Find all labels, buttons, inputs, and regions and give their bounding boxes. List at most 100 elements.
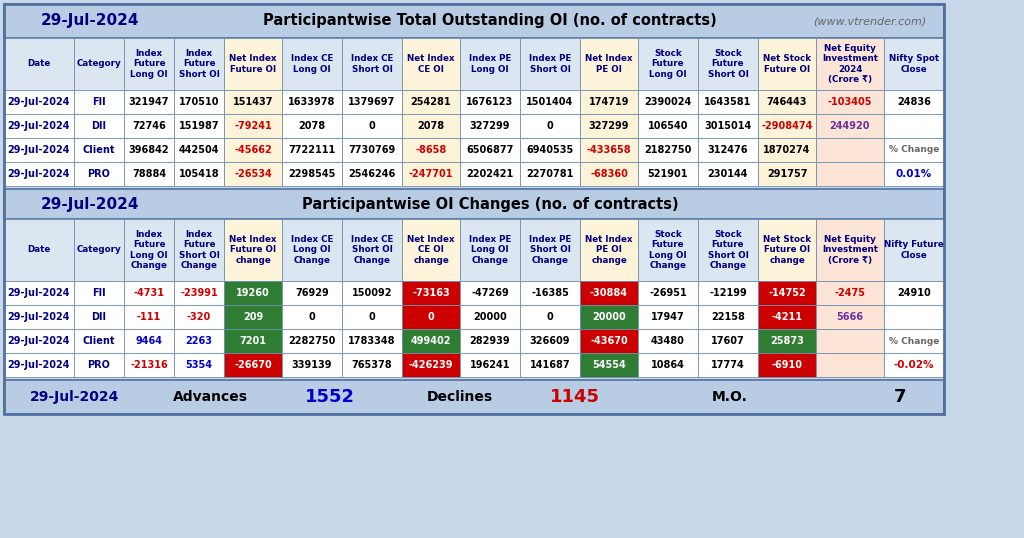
Bar — [758, 114, 816, 138]
Text: 326609: 326609 — [529, 336, 570, 346]
Bar — [638, 38, 698, 90]
Bar — [816, 329, 884, 353]
Text: 254281: 254281 — [411, 97, 452, 107]
Text: 230144: 230144 — [708, 169, 749, 179]
Bar — [460, 219, 520, 281]
Bar — [758, 281, 816, 305]
Text: FII: FII — [92, 97, 105, 107]
Text: 2078: 2078 — [298, 121, 326, 131]
Bar — [4, 380, 944, 414]
Text: 521901: 521901 — [648, 169, 688, 179]
Text: -16385: -16385 — [531, 288, 569, 298]
Text: -21316: -21316 — [130, 360, 168, 370]
Text: PRO: PRO — [88, 169, 111, 179]
Text: 17774: 17774 — [711, 360, 744, 370]
Text: -14752: -14752 — [768, 288, 806, 298]
Text: 20000: 20000 — [473, 312, 507, 322]
Text: 22158: 22158 — [711, 312, 744, 322]
Bar — [580, 138, 638, 162]
Bar — [224, 305, 282, 329]
Text: 29-Jul-2024: 29-Jul-2024 — [8, 169, 71, 179]
Text: 1501404: 1501404 — [526, 97, 573, 107]
Bar — [816, 219, 884, 281]
Bar — [460, 305, 520, 329]
Bar — [4, 353, 74, 377]
Bar — [74, 138, 124, 162]
Bar — [698, 281, 758, 305]
Text: -73163: -73163 — [412, 288, 450, 298]
Text: Index CE
Long OI: Index CE Long OI — [291, 54, 333, 74]
Text: -320: -320 — [186, 312, 211, 322]
Text: M.O.: M.O. — [712, 390, 748, 404]
Bar — [174, 114, 224, 138]
Text: 1783348: 1783348 — [348, 336, 395, 346]
Bar — [580, 281, 638, 305]
Bar — [174, 90, 224, 114]
Bar — [174, 38, 224, 90]
Bar — [74, 38, 124, 90]
Text: -247701: -247701 — [409, 169, 454, 179]
Bar — [816, 138, 884, 162]
Text: -26534: -26534 — [234, 169, 272, 179]
Text: -26670: -26670 — [234, 360, 272, 370]
Bar — [520, 162, 580, 186]
Text: -6910: -6910 — [771, 360, 803, 370]
Bar — [224, 138, 282, 162]
Bar — [74, 90, 124, 114]
Bar — [460, 38, 520, 90]
Bar — [174, 353, 224, 377]
Bar — [282, 219, 342, 281]
Text: 2390024: 2390024 — [644, 97, 691, 107]
Bar — [698, 138, 758, 162]
Bar — [4, 4, 944, 38]
Bar — [224, 90, 282, 114]
Text: Net Index
CE OI
change: Net Index CE OI change — [408, 235, 455, 265]
Text: 1870274: 1870274 — [763, 145, 811, 155]
Text: 0: 0 — [369, 121, 376, 131]
Text: 170510: 170510 — [179, 97, 219, 107]
Text: Net Index
Future OI
change: Net Index Future OI change — [229, 235, 276, 265]
Bar — [342, 138, 402, 162]
Bar — [224, 281, 282, 305]
Text: 29-Jul-2024: 29-Jul-2024 — [8, 97, 71, 107]
Bar — [74, 219, 124, 281]
Bar — [520, 305, 580, 329]
Text: -26951: -26951 — [649, 288, 687, 298]
Bar — [402, 38, 460, 90]
Text: 29-Jul-2024: 29-Jul-2024 — [8, 145, 71, 155]
Bar — [224, 219, 282, 281]
Text: -0.02%: -0.02% — [894, 360, 934, 370]
Text: 339139: 339139 — [292, 360, 332, 370]
Text: 7730769: 7730769 — [348, 145, 395, 155]
Bar — [4, 219, 74, 281]
Bar — [174, 162, 224, 186]
Bar — [124, 114, 174, 138]
Text: Advances: Advances — [172, 390, 248, 404]
Bar — [638, 329, 698, 353]
Bar — [884, 162, 944, 186]
Text: 0: 0 — [308, 312, 315, 322]
Bar — [282, 353, 342, 377]
Text: 2182750: 2182750 — [644, 145, 691, 155]
Bar — [758, 38, 816, 90]
Text: 2298545: 2298545 — [289, 169, 336, 179]
Text: 17947: 17947 — [651, 312, 685, 322]
Text: Index CE
Short OI: Index CE Short OI — [351, 54, 393, 74]
Text: Index CE
Long OI
Change: Index CE Long OI Change — [291, 235, 333, 265]
Bar — [74, 305, 124, 329]
Text: 29-Jul-2024: 29-Jul-2024 — [31, 390, 120, 404]
Text: DII: DII — [91, 312, 106, 322]
Text: 0: 0 — [428, 312, 434, 322]
Text: 24836: 24836 — [897, 97, 931, 107]
Text: 2546246: 2546246 — [348, 169, 395, 179]
Text: -68360: -68360 — [590, 169, 628, 179]
Bar — [342, 281, 402, 305]
Bar — [884, 329, 944, 353]
Text: Stock
Future
Long OI: Stock Future Long OI — [649, 49, 687, 79]
Bar — [580, 329, 638, 353]
Text: Stock
Future
Short OI
Change: Stock Future Short OI Change — [708, 230, 749, 270]
Text: 72746: 72746 — [132, 121, 166, 131]
Bar — [816, 162, 884, 186]
Text: 499402: 499402 — [411, 336, 452, 346]
Bar — [758, 138, 816, 162]
